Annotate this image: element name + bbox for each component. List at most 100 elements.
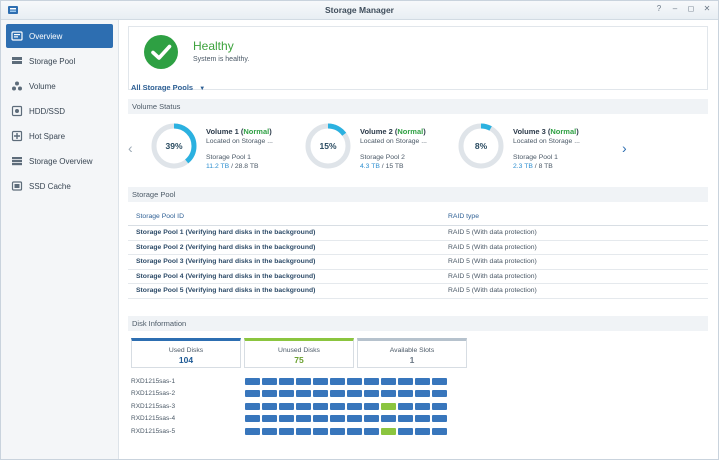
ring-usage-arc [151, 123, 197, 169]
column-header-pool-id[interactable]: Storage Pool ID [136, 213, 184, 220]
check-icon [144, 35, 178, 69]
disk-unit-name: RXD1215sas-1 [131, 377, 176, 385]
disk-slot[interactable] [415, 402, 430, 410]
sidebar-item-hdd-ssd[interactable]: HDD/SSD [6, 99, 113, 123]
window-controls: ? – ◻ ✕ [654, 4, 712, 14]
table-row[interactable]: Storage Pool 5 (Verifying hard disks in … [128, 284, 708, 299]
unused-disks-label: Unused Disks [278, 347, 320, 354]
disk-slot[interactable] [398, 402, 413, 410]
available-slots-card[interactable]: Available Slots 1 [357, 338, 467, 368]
disk-slot[interactable] [313, 427, 328, 435]
sidebar-item-overview[interactable]: Overview [6, 24, 113, 48]
disk-slot[interactable] [398, 415, 413, 422]
disk-slot[interactable] [330, 377, 345, 385]
disk-slot[interactable] [381, 402, 396, 410]
disk-slot[interactable] [279, 427, 294, 435]
disk-slot[interactable] [398, 377, 413, 385]
disk-slot[interactable] [262, 377, 277, 385]
volume-card-1[interactable]: 39% Volume 1 (Normal) Located on Storage… [150, 122, 290, 178]
pool-id-cell: Storage Pool 5 (Verifying hard disks in … [136, 287, 316, 295]
chevron-left-icon[interactable]: ‹ [128, 140, 133, 156]
disk-slot[interactable] [245, 427, 260, 435]
sidebar-item-hot-spare[interactable]: Hot Spare [6, 124, 113, 148]
disk-slot[interactable] [347, 377, 362, 385]
maximize-icon[interactable]: ◻ [687, 4, 695, 13]
disk-slot[interactable] [432, 390, 447, 397]
minimize-icon[interactable]: – [672, 4, 678, 13]
disk-slot[interactable] [381, 377, 396, 385]
disk-slot[interactable] [245, 390, 260, 397]
table-row[interactable]: Storage Pool 2 (Verifying hard disks in … [128, 241, 708, 255]
unused-disks-card[interactable]: Unused Disks 75 [244, 338, 354, 368]
table-row[interactable]: Storage Pool 3 (Verifying hard disks in … [128, 255, 708, 270]
sidebar-item-label: Storage Pool [29, 56, 76, 66]
disk-slot[interactable] [364, 427, 379, 435]
disk-slot[interactable] [381, 415, 396, 422]
volume-card-2[interactable]: 15% Volume 2 (Normal) Located on Storage… [304, 122, 444, 178]
disk-slot[interactable] [245, 402, 260, 410]
disk-information-header: Disk Information [128, 316, 708, 331]
disk-slot[interactable] [432, 402, 447, 410]
disk-slot[interactable] [262, 402, 277, 410]
disk-slot[interactable] [262, 427, 277, 435]
disk-slot[interactable] [347, 390, 362, 397]
ring-usage-arc [458, 123, 504, 169]
available-slots-label: Available Slots [389, 347, 435, 354]
disk-slot[interactable] [415, 377, 430, 385]
column-header-raid-type[interactable]: RAID type [448, 213, 479, 220]
disk-slot[interactable] [262, 415, 277, 422]
disk-slot[interactable] [296, 415, 311, 422]
disk-slot[interactable] [364, 390, 379, 397]
disk-slot[interactable] [415, 390, 430, 397]
table-row[interactable]: Storage Pool 4 (Verifying hard disks in … [128, 270, 708, 284]
disk-slot[interactable] [245, 415, 260, 422]
disk-slot[interactable] [398, 427, 413, 435]
disk-slot[interactable] [347, 415, 362, 422]
disk-slot[interactable] [330, 415, 345, 422]
disk-slot[interactable] [330, 390, 345, 397]
disk-slot[interactable] [364, 402, 379, 410]
disk-slot[interactable] [296, 402, 311, 410]
disk-slot[interactable] [279, 415, 294, 422]
disk-slot[interactable] [364, 415, 379, 422]
sidebar-item-storage-pool[interactable]: Storage Pool [6, 49, 113, 73]
disk-slot[interactable] [432, 377, 447, 385]
disk-slot[interactable] [279, 402, 294, 410]
sidebar-item-volume[interactable]: Volume [6, 74, 113, 98]
sidebar-item-label: HDD/SSD [29, 106, 66, 116]
disk-slot[interactable] [330, 402, 345, 410]
chevron-right-icon[interactable]: › [622, 140, 627, 156]
disk-slot[interactable] [262, 390, 277, 397]
disk-slot[interactable] [313, 390, 328, 397]
disk-slot[interactable] [245, 377, 260, 385]
disk-slot[interactable] [432, 415, 447, 422]
disk-slot[interactable] [279, 390, 294, 397]
disk-slot[interactable] [347, 402, 362, 410]
disk-slot[interactable] [381, 427, 396, 435]
disk-slot[interactable] [398, 390, 413, 397]
disk-slot[interactable] [432, 427, 447, 435]
disk-slot[interactable] [330, 427, 345, 435]
sidebar-item-storage-overview[interactable]: Storage Overview [6, 149, 113, 173]
help-icon[interactable]: ? [656, 4, 662, 13]
disk-slot[interactable] [296, 390, 311, 397]
table-row[interactable]: Storage Pool 1 (Verifying hard disks in … [128, 226, 708, 241]
disk-slot[interactable] [296, 427, 311, 435]
used-disks-card[interactable]: Used Disks 104 [131, 338, 241, 368]
disk-slot[interactable] [415, 415, 430, 422]
disk-slot[interactable] [364, 377, 379, 385]
disk-slot[interactable] [279, 377, 294, 385]
disk-slot[interactable] [415, 427, 430, 435]
volume-status: Normal [550, 127, 577, 136]
hot-spare-icon [11, 130, 23, 142]
disk-slot[interactable] [313, 377, 328, 385]
close-icon[interactable]: ✕ [703, 4, 711, 13]
storage-pool-filter-dropdown[interactable]: All Storage Pools ▼ [131, 83, 205, 92]
disk-slot[interactable] [313, 415, 328, 422]
disk-slot[interactable] [381, 390, 396, 397]
volume-card-3[interactable]: 8% Volume 3 (Normal) Located on Storage … [457, 122, 597, 178]
disk-slot[interactable] [347, 427, 362, 435]
disk-slot[interactable] [313, 402, 328, 410]
disk-slot[interactable] [296, 377, 311, 385]
sidebar-item-ssd-cache[interactable]: SSD Cache [6, 174, 113, 198]
